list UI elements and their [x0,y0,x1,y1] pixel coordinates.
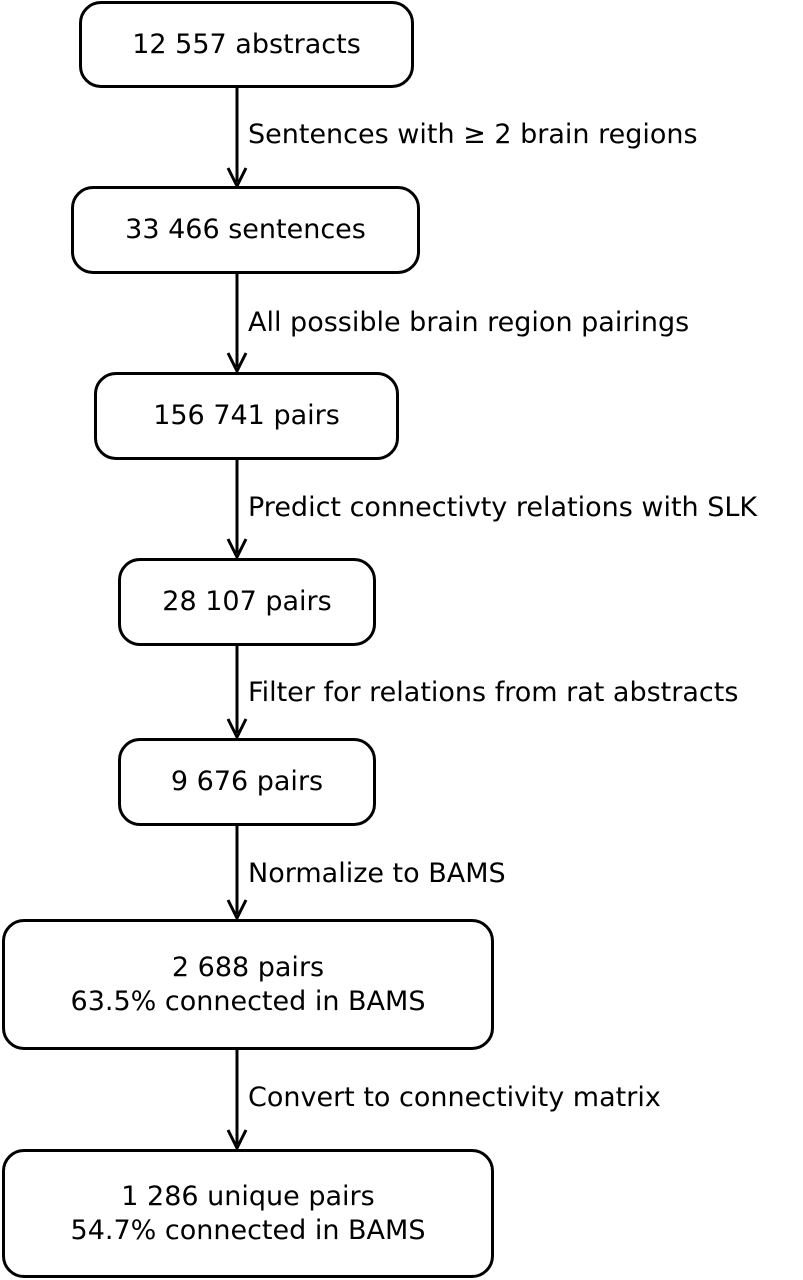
node-abstracts-text: 12 557 abstracts [132,28,361,60]
edge-label-4: Filter for relations from rat abstracts [248,677,739,708]
edge-label-3: Predict connectivty relations with SLK [248,492,758,523]
node-sentences-text: 33 466 sentences [125,214,366,245]
edge-label-5: Normalize to BAMS [248,858,506,889]
node-pairs-unique-line2: 54.7% connected in BAMS [70,1214,426,1246]
node-pairs-unique: 1 286 unique pairs 54.7% connected in BA… [2,1149,494,1278]
node-pairs-unique-line1: 1 286 unique pairs [121,1180,375,1212]
node-pairs-predicted-text: 28 107 pairs [162,586,332,617]
node-pairs-predicted: 28 107 pairs [118,558,376,646]
node-pairs-rat-text: 9 676 pairs [170,766,324,797]
edge-label-6: Convert to connectivity matrix [248,1082,661,1113]
node-pairs-bams-line2: 63.5% connected in BAMS [70,985,426,1017]
node-pairs-rat: 9 676 pairs [118,738,376,826]
edge-label-1: Sentences with ≥ 2 brain regions [248,119,698,150]
arrowhead-5 [226,899,248,922]
node-pairs-all: 156 741 pairs [94,372,399,460]
node-abstracts: 12 557 abstracts [79,1,414,88]
node-pairs-bams: 2 688 pairs 63.5% connected in BAMS [2,919,494,1050]
arrowhead-4 [226,718,248,741]
node-pairs-all-text: 156 741 pairs [153,400,340,431]
edge-label-2: All possible brain region pairings [248,307,690,338]
arrowhead-3 [226,538,248,561]
node-pairs-bams-line1: 2 688 pairs [171,951,325,983]
node-sentences: 33 466 sentences [71,186,420,274]
arrowhead-2 [226,352,248,375]
arrowhead-6 [226,1129,248,1152]
